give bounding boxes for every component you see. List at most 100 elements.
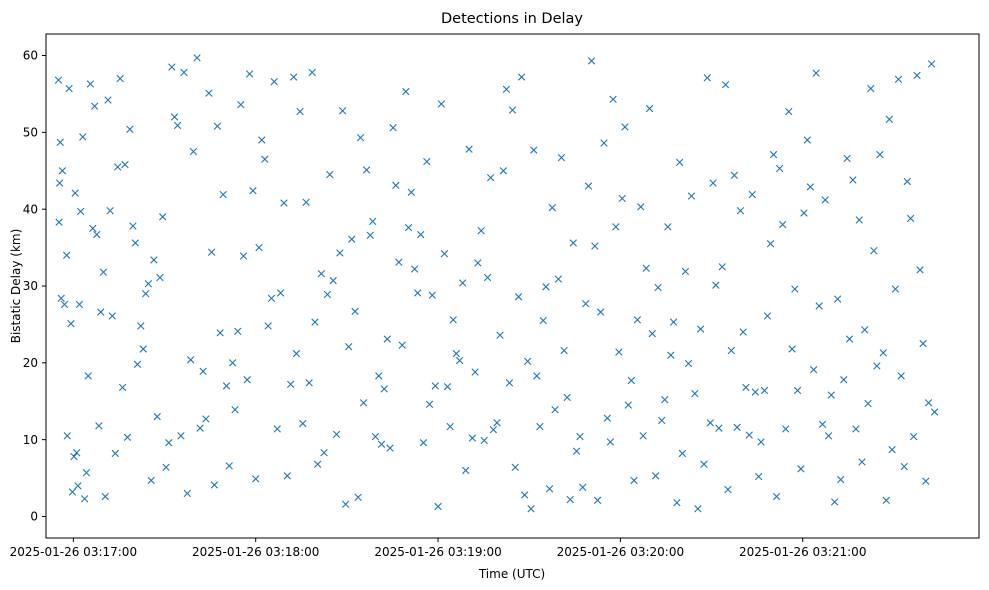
data-point bbox=[606, 438, 615, 446]
data-point bbox=[639, 432, 647, 440]
data-point bbox=[876, 150, 884, 159]
data-point bbox=[216, 329, 224, 337]
data-point bbox=[170, 113, 179, 121]
data-point bbox=[63, 432, 71, 440]
data-point bbox=[329, 276, 337, 285]
data-point bbox=[323, 290, 332, 299]
data-point bbox=[199, 367, 207, 375]
y-tick-label: 30 bbox=[23, 279, 38, 293]
data-point bbox=[133, 360, 142, 369]
data-point bbox=[843, 154, 851, 163]
data-point bbox=[131, 239, 140, 247]
data-point bbox=[864, 399, 872, 408]
data-point bbox=[186, 356, 195, 364]
data-point bbox=[156, 273, 164, 282]
data-point bbox=[712, 281, 720, 289]
data-point bbox=[129, 222, 137, 230]
data-point bbox=[667, 351, 675, 359]
data-point bbox=[369, 217, 377, 226]
data-point bbox=[696, 325, 705, 333]
data-point bbox=[276, 289, 285, 297]
data-point bbox=[675, 158, 684, 166]
data-point bbox=[906, 214, 915, 223]
data-point bbox=[222, 382, 231, 390]
data-point bbox=[757, 438, 765, 446]
data-point bbox=[423, 157, 431, 166]
data-point bbox=[845, 335, 854, 343]
data-point bbox=[308, 68, 316, 77]
data-point bbox=[736, 207, 745, 215]
data-point bbox=[603, 414, 612, 422]
data-point bbox=[483, 273, 492, 282]
data-point bbox=[56, 138, 64, 147]
data-point bbox=[80, 495, 89, 503]
data-point bbox=[452, 349, 460, 358]
data-point bbox=[74, 482, 82, 490]
data-point bbox=[669, 318, 678, 326]
data-point bbox=[542, 283, 550, 291]
data-point bbox=[930, 408, 939, 416]
y-tick-label: 50 bbox=[23, 126, 38, 140]
data-point bbox=[474, 259, 482, 267]
data-point bbox=[180, 68, 188, 77]
data-point bbox=[345, 343, 353, 351]
data-point bbox=[99, 268, 108, 276]
data-point bbox=[827, 391, 835, 399]
data-point bbox=[733, 423, 741, 432]
data-point bbox=[86, 80, 95, 88]
x-tick-label: 2025-01-26 03:19:00 bbox=[374, 545, 501, 559]
data-point bbox=[193, 54, 201, 62]
data-point bbox=[354, 493, 362, 501]
data-point bbox=[837, 475, 845, 484]
data-point bbox=[785, 107, 793, 116]
data-point bbox=[70, 452, 78, 461]
data-point bbox=[205, 89, 213, 97]
data-point bbox=[548, 203, 557, 212]
data-point bbox=[386, 444, 394, 452]
data-point bbox=[551, 406, 559, 414]
data-point bbox=[480, 436, 488, 445]
data-point bbox=[54, 76, 63, 84]
data-point bbox=[114, 163, 122, 171]
data-point bbox=[431, 382, 439, 390]
data-point bbox=[65, 84, 73, 93]
data-point bbox=[579, 483, 587, 491]
data-point bbox=[600, 139, 608, 147]
data-point bbox=[380, 385, 388, 393]
data-point bbox=[267, 294, 276, 302]
data-point bbox=[539, 316, 547, 325]
data-point bbox=[681, 267, 690, 276]
data-point bbox=[270, 77, 278, 86]
data-point bbox=[71, 189, 79, 197]
data-point bbox=[471, 368, 479, 376]
data-point bbox=[545, 485, 554, 493]
data-point bbox=[806, 183, 815, 191]
data-point bbox=[162, 463, 170, 472]
data-point bbox=[196, 424, 204, 432]
data-point bbox=[153, 412, 161, 421]
data-point bbox=[55, 179, 64, 187]
data-point bbox=[398, 341, 406, 349]
axes-frame bbox=[45, 33, 980, 539]
data-point bbox=[582, 299, 590, 308]
data-point bbox=[569, 239, 577, 247]
data-point bbox=[366, 231, 374, 239]
data-point bbox=[126, 125, 134, 133]
data-point bbox=[449, 316, 457, 324]
data-point bbox=[468, 434, 477, 442]
data-point bbox=[95, 422, 103, 430]
data-point bbox=[183, 489, 192, 498]
data-point bbox=[292, 349, 301, 358]
data-point bbox=[751, 388, 760, 396]
data-point bbox=[533, 372, 541, 380]
data-point bbox=[97, 308, 105, 316]
data-point bbox=[576, 432, 584, 441]
data-point bbox=[106, 207, 114, 215]
data-point bbox=[428, 291, 436, 299]
data-point bbox=[630, 476, 638, 485]
data-point bbox=[395, 258, 403, 266]
data-point bbox=[55, 218, 63, 226]
data-point bbox=[584, 182, 593, 190]
data-point bbox=[800, 209, 808, 217]
data-point bbox=[121, 160, 129, 169]
